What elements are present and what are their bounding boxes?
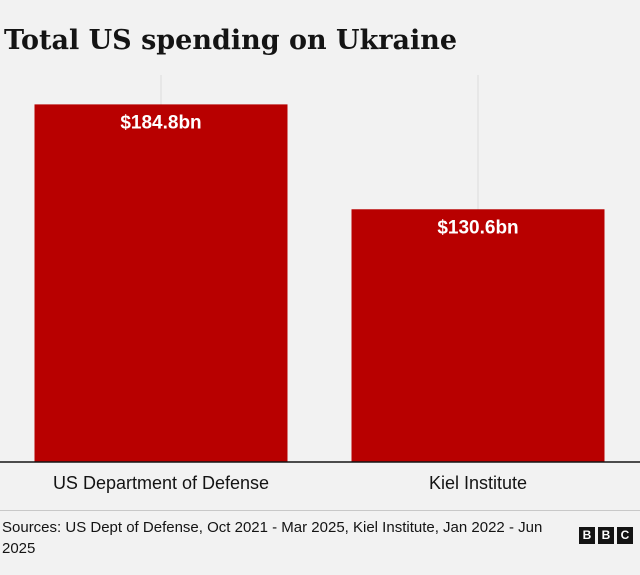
bbc-logo-letter-b1: B bbox=[579, 527, 595, 544]
chart-title: Total US spending on Ukraine bbox=[4, 25, 458, 56]
category-label-kiel-institute: Kiel Institute bbox=[429, 473, 527, 493]
bbc-logo-letter-c: C bbox=[617, 527, 633, 544]
bar-us-department-of-defense bbox=[34, 104, 288, 462]
bbc-logo-letter-b2: B bbox=[598, 527, 614, 544]
bar-kiel-institute bbox=[351, 209, 605, 462]
footer-divider bbox=[0, 510, 640, 511]
bar-value-label-us-department-of-defense: $184.8bn bbox=[120, 112, 201, 133]
category-label-us-department-of-defense: US Department of Defense bbox=[53, 473, 269, 493]
bar-value-label-kiel-institute: $130.6bn bbox=[437, 217, 518, 238]
source-note: Sources: US Dept of Defense, Oct 2021 - … bbox=[2, 519, 543, 557]
bbc-logo: B B C bbox=[579, 527, 633, 544]
